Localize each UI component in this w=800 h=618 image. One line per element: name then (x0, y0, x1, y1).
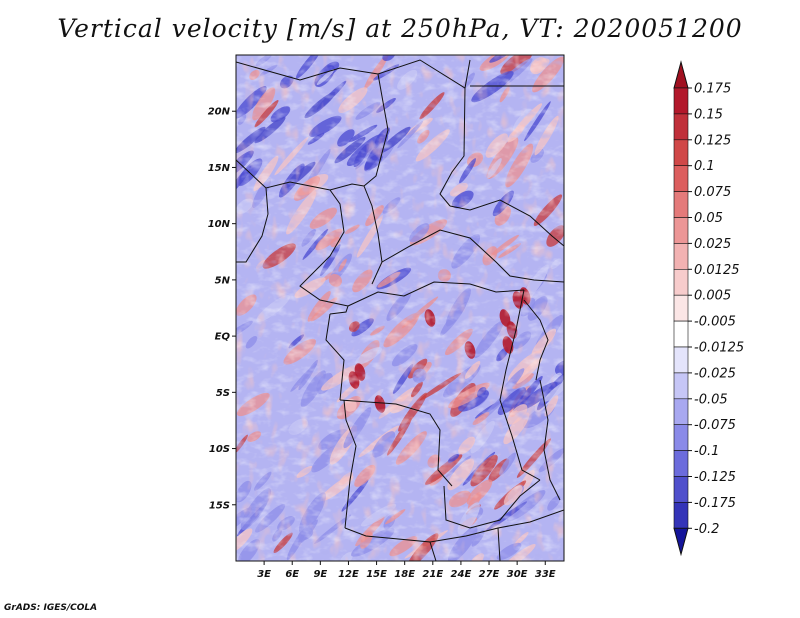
lat-tick-label: 20N (208, 107, 231, 118)
lon-tick-label: 6E (285, 569, 299, 580)
longitude-axis: 3E 6E 9E 12E 15E 18E 21E 24E 27E 30E 33E (257, 561, 556, 580)
lon-tick-label: 18E (394, 569, 415, 580)
colorbar-swatch (673, 165, 689, 192)
border-line (523, 299, 549, 381)
border-line (429, 509, 564, 543)
border-line (363, 73, 389, 187)
lon-tick-label: 27E (479, 569, 500, 580)
colorbar-label: -0.005 (694, 315, 736, 330)
colorbar: 0.175 0.15 0.125 0.1 0.075 0.05 0.025 0.0125 0.0… (673, 60, 744, 557)
colorbar-swatch (673, 113, 689, 141)
colorbar-swatch (673, 217, 689, 244)
border-line (439, 87, 466, 207)
lat-tick-label: 10S (209, 444, 230, 455)
border-line (363, 185, 383, 285)
colorbar-label: 0.1 (694, 159, 715, 174)
colorbar-label: 0.075 (694, 185, 731, 200)
colorbar-label: -0.05 (694, 392, 728, 407)
colorbar-swatch (673, 191, 689, 218)
lon-tick-label: 15E (366, 569, 387, 580)
colorbar-label: 0.0125 (694, 263, 740, 278)
lat-tick-label: 15N (208, 163, 231, 174)
colorbar-label: -0.125 (694, 470, 736, 485)
colorbar-swatch (673, 320, 689, 348)
border-line (347, 281, 525, 307)
colorbar-swatch (673, 476, 689, 503)
colorbar-swatch (673, 450, 689, 477)
lat-tick-label: 15S (209, 500, 230, 511)
lon-tick-label: 24E (451, 569, 472, 580)
border-line (236, 187, 269, 263)
border-line (339, 399, 453, 487)
colorbar-label: 0.15 (694, 107, 723, 122)
plot-frame (235, 54, 565, 562)
border-line (344, 527, 437, 561)
lon-tick-label: 9E (313, 569, 327, 580)
lat-tick-label: 5S (216, 388, 230, 399)
country-borders (236, 59, 564, 561)
border-line (299, 265, 349, 315)
lat-tick-label: EQ (215, 332, 231, 343)
colorbar-swatch (673, 398, 689, 425)
colorbar-label: 0.005 (694, 289, 731, 304)
border-line (443, 479, 541, 529)
colorbar-swatch (673, 243, 689, 270)
map-title: Vertical velocity [m/s] at 250hPa, VT: 2… (57, 14, 743, 43)
colorbar-label: -0.075 (694, 418, 736, 433)
lon-tick-label: 30E (507, 569, 528, 580)
colorbar-label: -0.2 (694, 522, 719, 537)
colorbar-swatch (673, 268, 689, 296)
colorbar-label: 0.175 (694, 82, 731, 97)
border-line (499, 289, 541, 481)
border-line (343, 399, 357, 529)
border-line (319, 189, 345, 267)
colorbar-swatch (673, 372, 689, 400)
lat-tick-label: 10N (208, 219, 231, 230)
grads-credit: GrADS: IGES/COLA (4, 603, 98, 613)
latitude-axis: 20N 15N 10N 5N EQ 5S 10S 15S (208, 107, 236, 511)
colorbar-bottom-arrow (673, 527, 689, 557)
border-line (497, 527, 501, 561)
lon-tick-label: 3E (257, 569, 271, 580)
colorbar-label: 0.05 (694, 211, 723, 226)
colorbar-swatch (673, 424, 689, 451)
lon-tick-label: 12E (338, 569, 359, 580)
lon-tick-label: 33E (535, 569, 556, 580)
colorbar-label: -0.1 (694, 444, 719, 459)
border-line (539, 379, 561, 501)
colorbar-label: -0.0125 (694, 341, 744, 356)
colorbar-label: -0.025 (694, 366, 736, 381)
colorbar-swatch (673, 346, 689, 374)
colorbar-label: 0.025 (694, 237, 731, 252)
lat-tick-label: 5N (215, 275, 231, 286)
colorbar-swatch (673, 294, 689, 322)
border-line (236, 159, 365, 191)
colorbar-label: -0.175 (694, 496, 736, 511)
field-white-streaks (236, 55, 564, 561)
colorbar-swatch (673, 502, 689, 529)
colorbar-swatch (673, 87, 689, 115)
border-line (449, 199, 564, 247)
colorbar-swatch (673, 139, 689, 167)
border-line (325, 313, 345, 401)
lon-tick-label: 21E (422, 569, 443, 580)
border-line (381, 229, 564, 283)
colorbar-label: 0.125 (694, 133, 731, 148)
colorbar-top-arrow (673, 60, 689, 89)
velocity-field (236, 55, 564, 561)
